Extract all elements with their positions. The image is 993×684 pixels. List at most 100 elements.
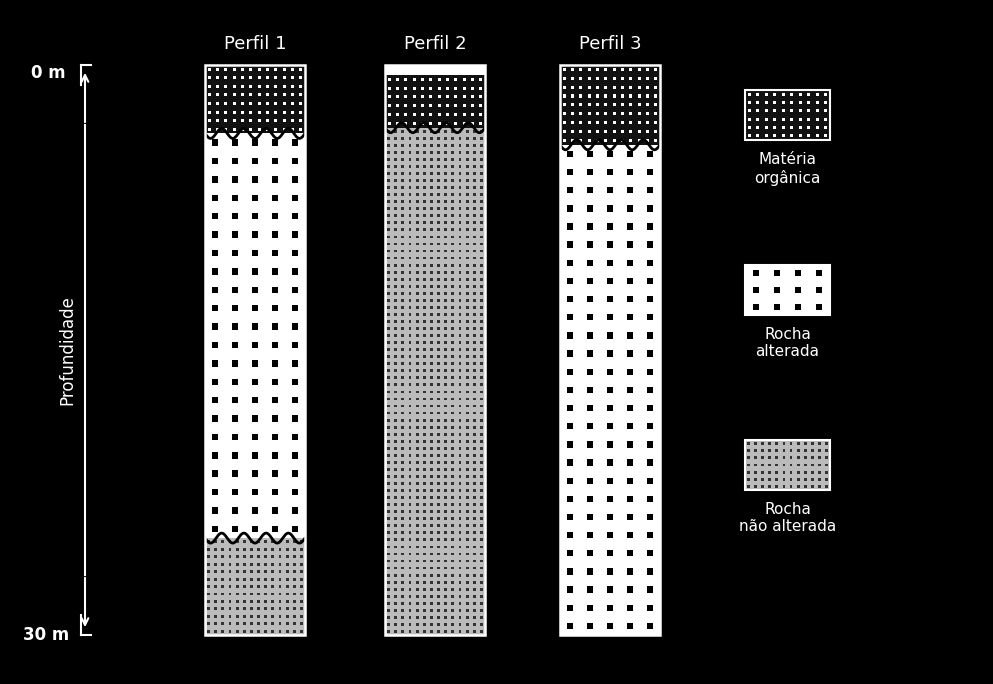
Bar <box>394 475 397 478</box>
Bar <box>423 137 426 140</box>
Bar <box>401 468 404 471</box>
Bar <box>416 193 419 196</box>
Bar <box>480 172 483 175</box>
Bar <box>437 391 440 393</box>
Bar <box>221 563 224 566</box>
Bar <box>473 433 476 436</box>
Bar <box>748 126 751 129</box>
Bar <box>638 68 640 71</box>
Bar <box>416 496 419 499</box>
Bar <box>466 137 469 140</box>
Bar <box>416 391 419 393</box>
Bar <box>459 341 462 344</box>
Bar <box>416 412 419 415</box>
Bar <box>607 496 613 502</box>
Bar <box>300 615 303 618</box>
Bar <box>408 425 411 429</box>
Bar <box>630 121 633 124</box>
Bar <box>757 93 760 96</box>
Bar <box>473 419 476 421</box>
Bar <box>587 550 593 557</box>
Bar <box>437 306 440 308</box>
Bar <box>437 489 440 492</box>
Bar <box>408 609 411 611</box>
Bar <box>466 271 469 274</box>
Bar <box>430 193 433 196</box>
Bar <box>444 193 447 196</box>
Bar <box>421 113 424 116</box>
Bar <box>646 68 649 71</box>
Bar <box>416 151 419 154</box>
Bar <box>437 602 440 605</box>
Bar <box>480 334 483 337</box>
Bar <box>579 86 582 89</box>
Bar <box>421 104 424 107</box>
Bar <box>212 213 218 220</box>
Bar <box>243 592 245 596</box>
Bar <box>252 305 258 311</box>
Bar <box>646 169 653 175</box>
Bar <box>423 306 426 308</box>
Bar <box>430 137 433 140</box>
Bar <box>605 103 608 107</box>
Bar <box>299 128 302 131</box>
Bar <box>257 622 260 625</box>
Bar <box>774 126 777 129</box>
Bar <box>413 87 416 90</box>
Bar <box>430 433 433 436</box>
Bar <box>654 68 657 71</box>
Bar <box>258 102 260 105</box>
Bar <box>596 130 599 133</box>
Bar <box>401 158 404 161</box>
Bar <box>466 510 469 513</box>
Bar <box>452 222 454 224</box>
Bar <box>473 158 476 161</box>
Bar <box>444 482 447 485</box>
Bar <box>387 113 390 116</box>
Bar <box>416 165 419 168</box>
Bar <box>416 341 419 344</box>
Bar <box>466 538 469 541</box>
Bar <box>466 440 469 443</box>
Bar <box>394 214 397 218</box>
Bar <box>444 489 447 492</box>
Bar <box>401 363 404 365</box>
Bar <box>249 128 252 131</box>
Bar <box>587 405 593 411</box>
Bar <box>408 334 411 337</box>
Bar <box>459 334 462 337</box>
Bar <box>444 348 447 351</box>
Bar <box>459 510 462 513</box>
Bar <box>446 87 449 90</box>
Bar <box>473 531 476 534</box>
Bar <box>408 264 411 267</box>
Bar <box>480 510 483 513</box>
Bar <box>480 320 483 323</box>
Bar <box>444 158 447 161</box>
Bar <box>459 623 462 626</box>
Bar <box>437 285 440 288</box>
Bar <box>471 122 474 125</box>
Bar <box>416 243 419 246</box>
Bar <box>459 222 462 224</box>
Bar <box>423 531 426 534</box>
Bar <box>208 585 210 588</box>
Bar <box>231 378 238 385</box>
Bar <box>394 616 397 619</box>
Bar <box>807 118 810 120</box>
Bar <box>452 553 454 555</box>
Bar <box>646 386 653 393</box>
Bar <box>387 179 390 182</box>
Bar <box>588 121 591 124</box>
Bar <box>455 87 458 90</box>
Bar <box>646 205 653 211</box>
Bar <box>571 77 574 80</box>
Bar <box>459 179 462 182</box>
Bar <box>423 228 426 231</box>
Bar <box>221 548 224 551</box>
Bar <box>607 278 613 284</box>
Bar <box>437 595 440 598</box>
Bar <box>408 475 411 478</box>
Bar <box>480 391 483 393</box>
Bar <box>459 517 462 520</box>
